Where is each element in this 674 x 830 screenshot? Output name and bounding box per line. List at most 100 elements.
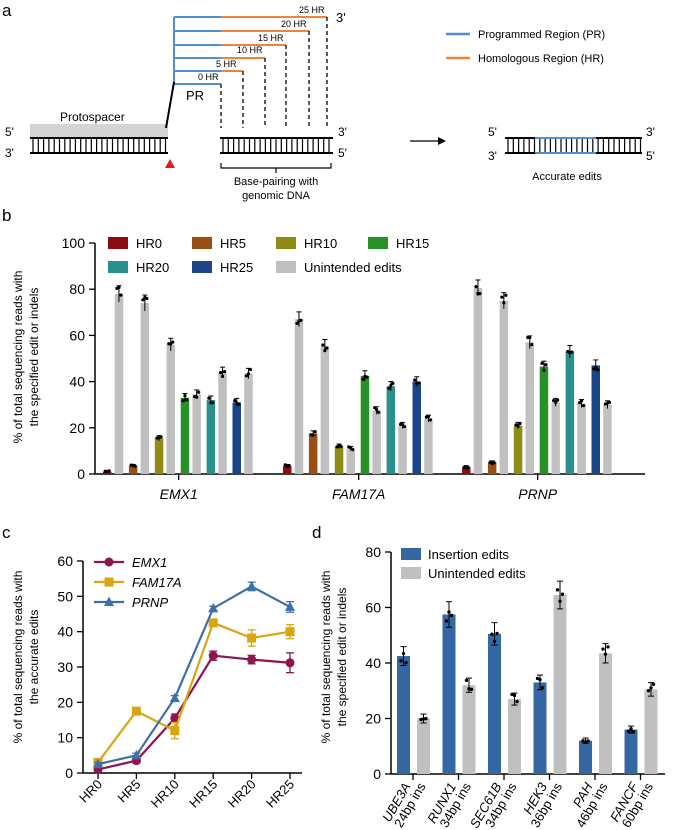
protospacer-label: Protospacer — [60, 110, 125, 124]
d-replicate-dot — [540, 686, 545, 690]
b-bar-fam17a-hr10-unintended — [346, 448, 355, 474]
d-legend-swatch — [401, 548, 421, 560]
b-replicate-dot — [119, 293, 123, 297]
b-bar-prnp-hr5 — [487, 462, 497, 474]
b-replicate-dot — [145, 296, 149, 301]
d-ylabel-line2: the specified edit or indels — [335, 588, 349, 727]
b-replicate-dot — [375, 408, 379, 412]
c-y-tick-label: 40 — [57, 624, 73, 640]
b-bar-fam17a-hr0 — [283, 465, 292, 474]
cut-site-marker — [165, 159, 175, 168]
panel-c: c % of total sequencing reads with the a… — [2, 523, 302, 811]
pr-label: PR — [186, 88, 204, 103]
c-x-tick-label: HR15 — [186, 777, 220, 811]
b-replicate-dot — [117, 285, 121, 289]
b-legend-swatch — [368, 237, 388, 249]
legend-hr-label: Homologous Region (HR) — [478, 53, 604, 65]
d-replicate-dot — [626, 729, 631, 733]
d-bar-runx1-insertion — [442, 614, 456, 774]
d-replicate-dot — [603, 652, 608, 656]
b-replicate-dot — [387, 386, 391, 390]
d-replicate-dot — [606, 645, 610, 649]
d-replicate-dot — [601, 647, 605, 651]
d-legend-swatch — [401, 567, 421, 579]
b-legend-swatch — [192, 261, 212, 273]
c-x-tick-label: HR20 — [225, 777, 259, 811]
c-y-tick-label: 0 — [65, 765, 73, 781]
b-replicate-dot — [544, 363, 548, 367]
b-bars — [103, 279, 612, 474]
hr-label-0: 0 HR — [198, 72, 219, 82]
d-y-tick-label: 60 — [365, 600, 381, 616]
c-legend-label: FAM17A — [132, 575, 182, 590]
b-legend-swatch — [276, 261, 296, 273]
b-bar-prnp-hr20-unintended — [577, 403, 586, 474]
b-legend-swatch — [192, 237, 212, 249]
b-bar-emx1-hr0-unintended — [114, 293, 124, 474]
strand-flap — [165, 81, 175, 129]
c-point-prnp — [285, 601, 295, 611]
b-legend-label: HR0 — [136, 236, 162, 251]
d-replicate-dot — [401, 651, 406, 656]
b-bar-emx1-hr5 — [128, 465, 138, 474]
c-y-tick-label: 20 — [57, 694, 73, 710]
b-replicate-dot — [417, 381, 421, 385]
b-replicate-dot — [400, 422, 405, 427]
b-legend-label: Unintended edits — [304, 260, 402, 275]
c-point-emx1 — [170, 713, 180, 723]
dna-right-3prime-right: 3' — [646, 125, 655, 139]
c-lines — [93, 580, 295, 774]
dna-mid-3prime: 3' — [338, 125, 347, 139]
b-replicate-dot — [377, 410, 381, 414]
b-bar-emx1-hr25 — [232, 402, 241, 474]
d-replicate-dot — [583, 740, 588, 745]
legend-pr-label: Programmed Region (PR) — [478, 29, 605, 41]
b-replicate-dot — [321, 343, 325, 347]
b-bar-fam17a-hr20 — [386, 386, 396, 474]
b-replicate-dot — [365, 375, 369, 379]
c-legend-label: PRNP — [132, 595, 168, 610]
b-bar-prnp-hr20 — [565, 351, 575, 474]
d-replicate-dot — [404, 660, 408, 665]
b-replicate-dot — [295, 321, 299, 326]
b-replicate-dot — [339, 444, 343, 448]
c-point-fam17a — [285, 627, 295, 637]
b-replicate-dot — [426, 414, 431, 419]
basepair-label-line2: genomic DNA — [242, 190, 311, 202]
b-bar-emx1-hr20 — [206, 400, 216, 474]
b-replicate-dot — [581, 403, 586, 408]
b-replicate-dot — [133, 464, 137, 468]
b-x-label-prnp: PRNP — [518, 486, 558, 502]
b-replicate-dot — [311, 433, 315, 437]
b-replicate-dot — [361, 377, 365, 381]
d-replicate-dot — [424, 716, 428, 721]
c-point-prnp — [169, 692, 180, 703]
c-x-tick-label: HR5 — [115, 777, 144, 806]
b-bar-prnp-hr0-unintended — [473, 288, 483, 474]
b-y-tick-label: 100 — [62, 235, 86, 251]
protospacer-highlight — [30, 124, 168, 138]
d-bar-fancf-unintended — [644, 689, 658, 774]
d-replicate-dot — [421, 717, 426, 721]
b-bar-fam17a-hr15 — [360, 375, 370, 474]
b-replicate-dot — [185, 398, 189, 402]
b-replicate-dot — [542, 368, 546, 372]
panel-label-d: d — [312, 523, 321, 542]
d-legend-label: Insertion edits — [428, 547, 509, 562]
b-replicate-dot — [607, 400, 612, 404]
d-replicate-dot — [490, 632, 494, 636]
d-y-tick-label: 80 — [365, 544, 381, 560]
b-replicate-dot — [222, 369, 227, 374]
b-x-label-emx1: EMX1 — [160, 486, 198, 502]
dna-right-5prime-right: 5' — [646, 149, 655, 163]
b-replicate-dot — [246, 372, 251, 376]
b-bar-prnp-hr5-unintended — [499, 300, 509, 474]
basepair-label-line1: Base-pairing with — [234, 176, 318, 188]
b-replicate-dot — [402, 424, 407, 429]
b-replicate-dot — [579, 399, 584, 403]
d-replicate-dot — [449, 613, 454, 618]
b-replicate-dot — [207, 396, 211, 400]
b-replicate-dot — [530, 343, 534, 347]
d-y-tick-label: 0 — [373, 766, 381, 782]
